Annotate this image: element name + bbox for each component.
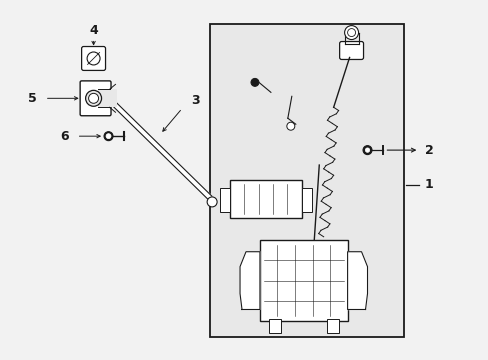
Circle shape: [286, 122, 294, 130]
Text: 5: 5: [28, 92, 37, 105]
Circle shape: [104, 132, 113, 141]
Bar: [98, 89, 117, 107]
Circle shape: [365, 148, 369, 152]
Circle shape: [107, 94, 115, 102]
Circle shape: [87, 52, 100, 65]
Circle shape: [362, 146, 371, 154]
FancyBboxPatch shape: [339, 41, 363, 59]
Circle shape: [207, 197, 217, 207]
FancyBboxPatch shape: [80, 81, 111, 116]
Text: 1: 1: [424, 179, 433, 192]
Circle shape: [85, 90, 102, 106]
Polygon shape: [347, 252, 367, 310]
Bar: [229, 180, 301, 218]
Text: 2: 2: [424, 144, 433, 157]
Circle shape: [347, 28, 355, 37]
Bar: [210, 24, 404, 337]
Polygon shape: [240, 252, 260, 310]
Bar: [301, 188, 311, 212]
Circle shape: [344, 26, 358, 40]
FancyBboxPatch shape: [81, 46, 105, 71]
Bar: [326, 319, 338, 333]
Text: 4: 4: [89, 24, 98, 37]
Text: 6: 6: [60, 130, 69, 143]
Circle shape: [250, 78, 259, 86]
Circle shape: [88, 93, 99, 103]
Text: 3: 3: [190, 94, 199, 107]
Bar: [268, 319, 280, 333]
Bar: [260, 240, 347, 321]
Bar: [220, 188, 229, 212]
Circle shape: [106, 134, 111, 139]
Polygon shape: [111, 100, 211, 200]
